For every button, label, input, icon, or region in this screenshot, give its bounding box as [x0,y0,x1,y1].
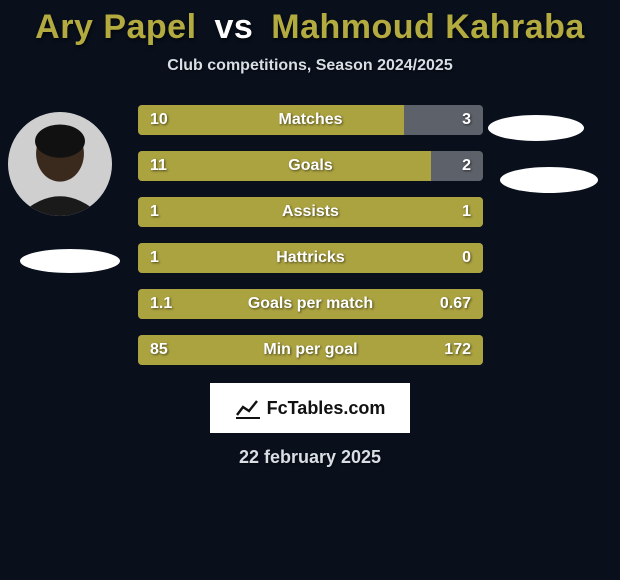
stat-row: 11Goals2 [138,151,483,181]
stat-value-right: 0.67 [440,289,471,319]
placeholder-oval [500,167,598,193]
chart-icon [235,397,261,419]
comparison-area: 10Matches311Goals21Assists11Hattricks01.… [0,105,620,375]
page-title: Ary Papel vs Mahmoud Kahraba [0,0,620,47]
stat-row: 1Assists1 [138,197,483,227]
stat-label: Min per goal [138,335,483,365]
stat-label: Goals [138,151,483,181]
stat-value-right: 1 [462,197,471,227]
placeholder-oval [488,115,584,141]
stat-value-right: 172 [444,335,471,365]
title-player2: Mahmoud Kahraba [271,8,585,46]
stat-value-right: 2 [462,151,471,181]
fctables-logo: FcTables.com [210,383,410,433]
title-player1: Ary Papel [35,8,196,46]
stat-label: Hattricks [138,243,483,273]
infographic-date: 22 february 2025 [0,447,620,468]
stat-row: 85Min per goal172 [138,335,483,365]
placeholder-oval [20,249,120,273]
logo-text: FcTables.com [267,398,386,419]
stat-row: 10Matches3 [138,105,483,135]
stat-label: Goals per match [138,289,483,319]
stat-label: Matches [138,105,483,135]
stat-bars: 10Matches311Goals21Assists11Hattricks01.… [138,105,483,381]
player1-avatar [8,112,112,216]
stat-row: 1Hattricks0 [138,243,483,273]
avatar-icon [8,112,112,216]
stat-value-right: 0 [462,243,471,273]
stat-value-right: 3 [462,105,471,135]
page-root: Ary Papel vs Mahmoud Kahraba Club compet… [0,0,620,580]
stat-label: Assists [138,197,483,227]
title-vs: vs [214,8,253,46]
subtitle: Club competitions, Season 2024/2025 [0,57,620,75]
stat-row: 1.1Goals per match0.67 [138,289,483,319]
